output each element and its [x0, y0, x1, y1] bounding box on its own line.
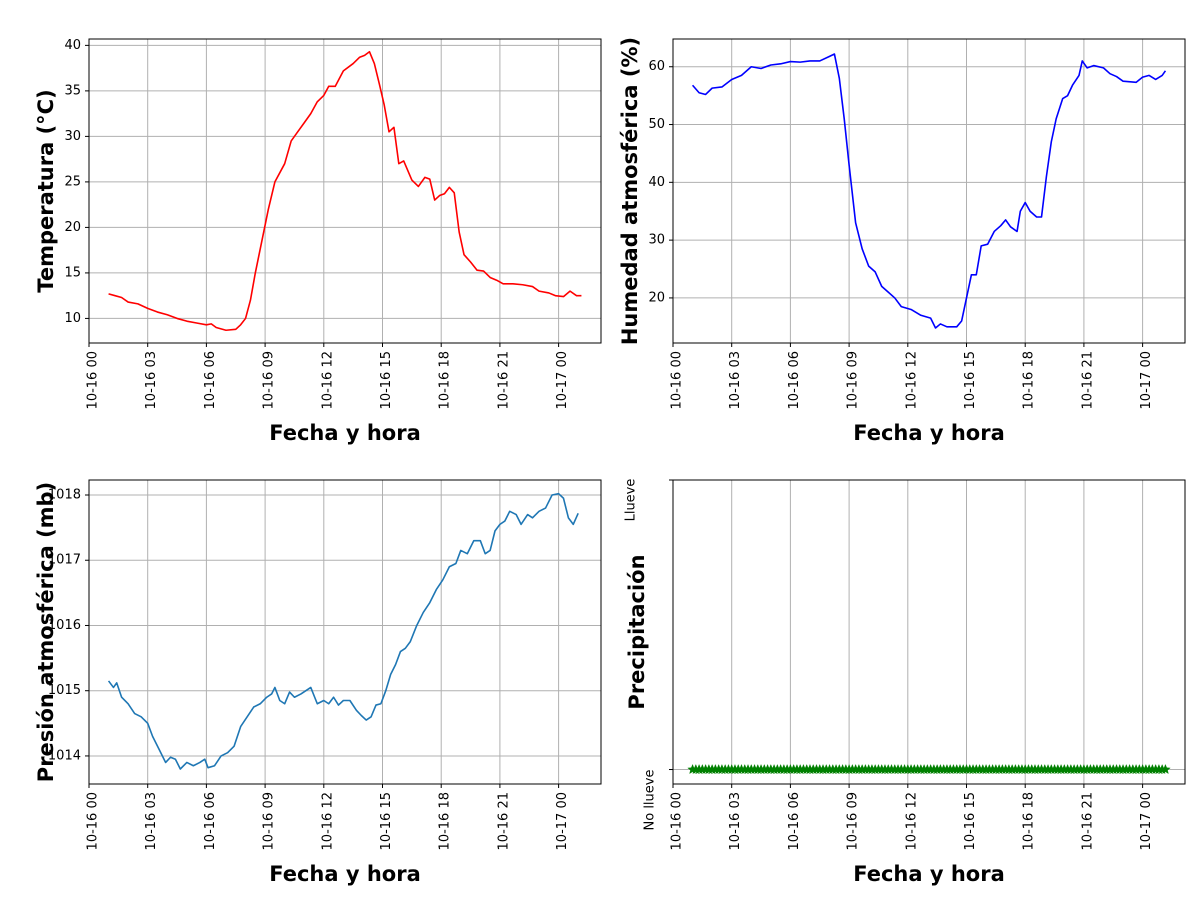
- x-tick-label: 10-16 18: [438, 351, 453, 409]
- x-tick-label: 10-16 00: [670, 351, 685, 409]
- x-tick-label: 10-16 03: [728, 792, 743, 850]
- x-axis-label: Fecha y hora: [853, 862, 1005, 886]
- x-tick-label: 10-17 00: [1139, 351, 1154, 409]
- x-axis-label: Fecha y hora: [853, 421, 1005, 445]
- x-tick-label: 10-16 03: [728, 351, 743, 409]
- series-line: [108, 50, 582, 332]
- x-tick-label: 10-16 09: [846, 351, 861, 409]
- y-tick-label: 20: [64, 220, 81, 235]
- x-tick-label: 10-16 15: [963, 792, 978, 850]
- y-tick-label: 50: [648, 117, 665, 132]
- x-tick-label: 10-17 00: [555, 792, 570, 850]
- x-tick-label: 10-16 15: [379, 792, 394, 850]
- y-tick-label: 1016: [48, 618, 81, 633]
- x-tick-label: 10-16 12: [904, 351, 919, 409]
- y-axis-label: Humedad atmosférica (%): [618, 37, 642, 345]
- x-tick-label: 10-16 21: [1080, 792, 1095, 850]
- y-tick-label: 15: [64, 265, 81, 280]
- x-tick-label: 10-16 06: [203, 351, 218, 409]
- x-tick-label: 10-16 18: [1022, 351, 1037, 409]
- x-tick-label: 10-16 21: [496, 792, 511, 850]
- y-tick-label: 25: [64, 174, 81, 189]
- y-axis-label: Presión atmosférica (mb): [34, 482, 58, 782]
- y-tick-label: 30: [648, 233, 665, 248]
- chart-panel-4: 10-16 00 10-16 03 10-16 06 10-16 09 10-16 12…: [624, 479, 1186, 886]
- x-tick-label: 10-16 21: [496, 351, 511, 409]
- x-tick-label: 10-16 06: [787, 351, 802, 409]
- y-tick-label: 1017: [48, 553, 81, 568]
- x-tick-label: 10-16 06: [787, 792, 802, 850]
- y-tick-label: 40: [648, 175, 665, 190]
- x-tick-label: 10-16 21: [1080, 351, 1095, 409]
- y-tick-label: 30: [64, 129, 81, 144]
- y-axis-label: Precipitación: [625, 554, 649, 709]
- x-tick-label: 10-17 00: [1139, 792, 1154, 850]
- x-tick-label: 10-16 09: [262, 792, 277, 850]
- x-tick-label: 10-16 03: [144, 792, 159, 850]
- x-tick-label: 10-16 18: [1022, 792, 1037, 850]
- x-tick-label: 10-16 09: [846, 792, 861, 850]
- plot-frame: [88, 479, 602, 785]
- y-tick-label: 35: [64, 83, 81, 98]
- plot-frame: [672, 38, 1186, 344]
- y-tick-label: 40: [64, 38, 81, 53]
- x-tick-label: 10-16 15: [379, 351, 394, 409]
- plot-frame: [672, 479, 1186, 785]
- x-tick-label: 10-16 12: [320, 792, 335, 850]
- y-tick-label: 10: [64, 311, 81, 326]
- x-tick-label: 10-16 09: [262, 351, 277, 409]
- series-line: [107, 492, 579, 770]
- plot-frame: [88, 38, 602, 344]
- chart-panel-3: 10-16 00 10-16 03 10-16 06 10-16 09 10-16 12…: [34, 479, 602, 886]
- y-tick-label: 60: [648, 59, 665, 74]
- x-axis-label: Fecha y hora: [269, 421, 421, 445]
- chart-panel-1: 10-16 00 10-16 03 10-16 06 10-16 09 10-16 12…: [34, 38, 602, 445]
- x-tick-label: 10-17 00: [555, 351, 570, 409]
- x-tick-label: 10-16 12: [904, 792, 919, 850]
- x-tick-label: 10-16 12: [320, 351, 335, 409]
- y-tick-label: 1015: [48, 683, 81, 698]
- x-tick-label: 10-16 00: [670, 792, 685, 850]
- x-tick-label: 10-16 00: [86, 351, 101, 409]
- x-tick-label: 10-16 06: [203, 792, 218, 850]
- y-axis-label: Temperatura (°C): [34, 89, 58, 292]
- x-tick-label: 10-16 18: [438, 792, 453, 850]
- x-tick-label: 10-16 00: [86, 792, 101, 850]
- y-tick-label: 1018: [48, 488, 81, 503]
- series-line: [691, 53, 1167, 329]
- y-tick-label: 20: [648, 290, 665, 305]
- x-axis-label: Fecha y hora: [269, 862, 421, 886]
- y-tick-label: Llueve: [624, 479, 639, 522]
- x-tick-label: 10-16 15: [963, 351, 978, 409]
- y-tick-label: 1014: [48, 748, 81, 763]
- chart-panel-2: 10-16 00 10-16 03 10-16 06 10-16 09 10-16 12…: [618, 37, 1186, 445]
- data-point: [1160, 763, 1171, 775]
- y-tick-label: No llueve: [643, 770, 658, 831]
- x-tick-label: 10-16 03: [144, 351, 159, 409]
